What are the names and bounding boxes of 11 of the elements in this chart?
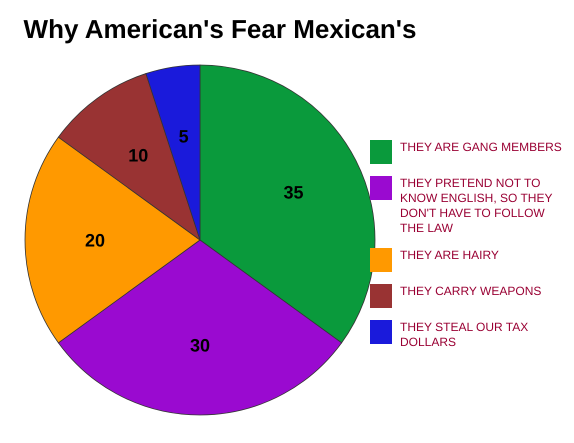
- legend-label: THEY PRETEND NOT TO KNOW ENGLISH, SO THEY DON'T HAVE TO FOLLOW THE LAW: [400, 176, 552, 235]
- data-label: 35: [284, 182, 304, 203]
- legend-label: THEY ARE GANG MEMBERS: [400, 140, 562, 154]
- legend-label: THEY CARRY WEAPONS: [400, 284, 542, 298]
- chart-title: Why American's Fear Mexican's: [24, 14, 416, 44]
- legend-label: THEY ARE HAIRY: [400, 248, 499, 262]
- data-label: 30: [190, 335, 210, 356]
- legend-label: THEY STEAL OUR TAX DOLLARS: [400, 320, 528, 349]
- data-label: 20: [84, 230, 106, 250]
- data-label: 5: [178, 126, 189, 147]
- data-label: 10: [128, 145, 148, 166]
